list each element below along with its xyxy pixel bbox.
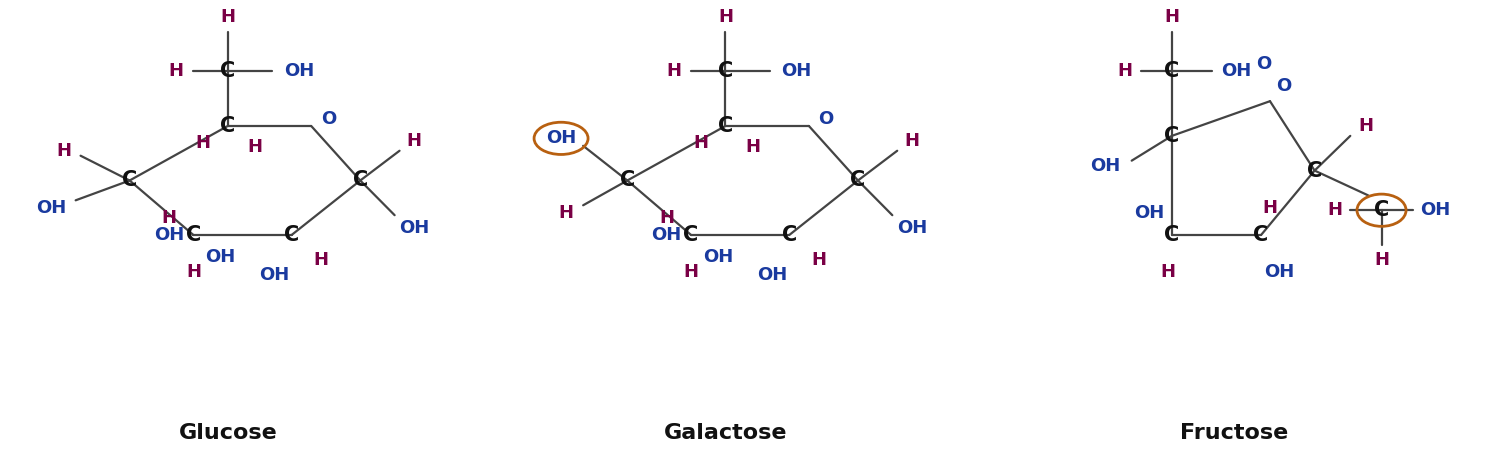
- Text: C: C: [1306, 160, 1322, 180]
- Text: C: C: [284, 225, 298, 245]
- Text: H: H: [1164, 8, 1179, 26]
- Text: Galactose: Galactose: [663, 423, 788, 443]
- Text: C: C: [122, 171, 138, 191]
- Text: H: H: [666, 62, 681, 80]
- Text: H: H: [658, 209, 674, 226]
- Text: H: H: [220, 8, 236, 26]
- Text: C: C: [684, 225, 699, 245]
- Text: C: C: [1254, 225, 1269, 245]
- Text: OH: OH: [704, 248, 734, 266]
- Text: OH: OH: [758, 266, 788, 284]
- Text: C: C: [1164, 61, 1179, 81]
- Text: OH: OH: [399, 219, 429, 237]
- Text: C: C: [220, 61, 236, 81]
- Text: OH: OH: [546, 129, 576, 147]
- Text: O: O: [1256, 55, 1270, 73]
- Text: C: C: [850, 171, 865, 191]
- Text: H: H: [406, 132, 422, 150]
- Text: C: C: [220, 116, 236, 136]
- Text: H: H: [904, 132, 920, 150]
- Text: H: H: [248, 138, 262, 156]
- Text: OH: OH: [897, 219, 927, 237]
- Text: C: C: [1374, 200, 1389, 220]
- Text: OH: OH: [651, 226, 681, 244]
- Text: C: C: [782, 225, 796, 245]
- Text: OH: OH: [1420, 201, 1450, 219]
- Text: H: H: [1328, 201, 1342, 219]
- Text: H: H: [1263, 199, 1278, 217]
- Text: H: H: [1359, 117, 1374, 135]
- Text: H: H: [314, 251, 328, 269]
- Text: O: O: [1276, 77, 1292, 95]
- Text: H: H: [812, 251, 826, 269]
- Text: OH: OH: [260, 266, 290, 284]
- Text: Glucose: Glucose: [178, 423, 278, 443]
- Text: H: H: [558, 204, 573, 222]
- Text: H: H: [693, 134, 708, 153]
- Text: OH: OH: [1221, 62, 1251, 80]
- Text: C: C: [186, 225, 201, 245]
- Text: C: C: [718, 116, 734, 136]
- Text: O: O: [321, 110, 336, 127]
- Text: C: C: [352, 171, 368, 191]
- Text: OH: OH: [36, 199, 66, 217]
- Text: H: H: [718, 8, 734, 26]
- Text: C: C: [620, 171, 634, 191]
- Text: H: H: [746, 138, 760, 156]
- Text: C: C: [1164, 225, 1179, 245]
- Text: OH: OH: [1134, 204, 1164, 222]
- Text: OH: OH: [284, 62, 314, 80]
- Text: OH: OH: [154, 226, 184, 244]
- Text: H: H: [195, 134, 210, 153]
- Text: OH: OH: [1264, 263, 1294, 281]
- Text: OH: OH: [1090, 157, 1120, 175]
- Text: H: H: [684, 263, 699, 281]
- Text: C: C: [718, 61, 734, 81]
- Text: H: H: [186, 263, 201, 281]
- Text: Fructose: Fructose: [1180, 423, 1288, 443]
- Text: H: H: [162, 209, 177, 226]
- Text: OH: OH: [206, 248, 236, 266]
- Text: OH: OH: [782, 62, 812, 80]
- Text: C: C: [1164, 126, 1179, 146]
- Text: H: H: [56, 142, 70, 160]
- Text: O: O: [819, 110, 834, 127]
- Text: H: H: [1118, 62, 1132, 80]
- Text: H: H: [170, 62, 184, 80]
- Text: H: H: [1374, 251, 1389, 269]
- Text: H: H: [1160, 263, 1174, 281]
